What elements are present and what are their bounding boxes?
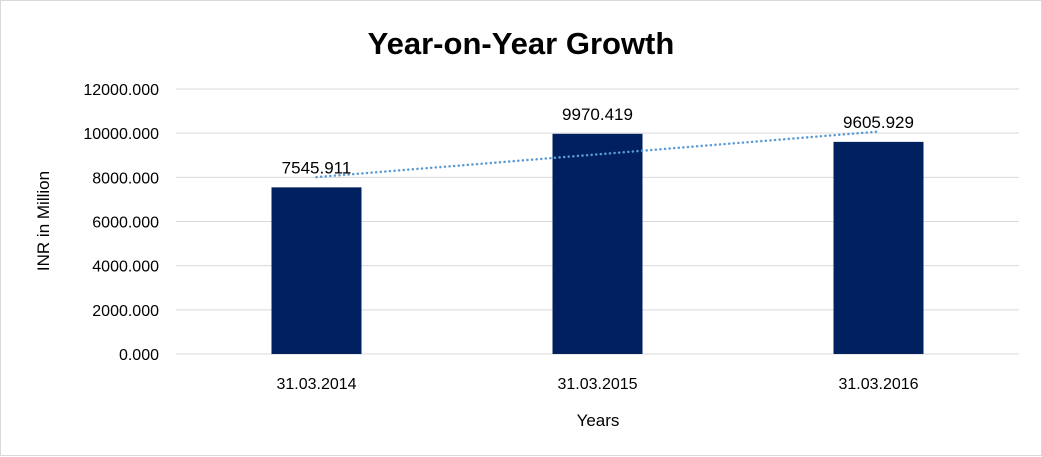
- bar: [833, 141, 924, 354]
- x-axis-label: Years: [577, 411, 620, 430]
- y-tick-label: 2000.000: [92, 303, 159, 320]
- x-tick-label: 31.03.2014: [276, 376, 356, 393]
- y-tick-label: 12000.000: [83, 82, 159, 99]
- y-tick-label: 6000.000: [92, 215, 159, 232]
- data-label: 9970.419: [562, 105, 633, 124]
- bar: [271, 187, 362, 354]
- chart-title: Year-on-Year Growth: [368, 26, 675, 61]
- x-tick-label: 31.03.2016: [838, 376, 918, 393]
- data-label: 9605.929: [843, 113, 914, 132]
- bar: [552, 133, 643, 354]
- trendline: [315, 130, 880, 179]
- y-tick-label: 8000.000: [92, 170, 159, 187]
- data-label: 7545.911: [282, 158, 352, 177]
- x-tick-label: 31.03.2015: [557, 376, 637, 393]
- y-axis-label: INR in Million: [34, 171, 53, 271]
- y-tick-label: 4000.000: [92, 259, 159, 276]
- y-tick-label: 0.000: [119, 347, 159, 364]
- y-tick-label: 10000.000: [83, 126, 159, 143]
